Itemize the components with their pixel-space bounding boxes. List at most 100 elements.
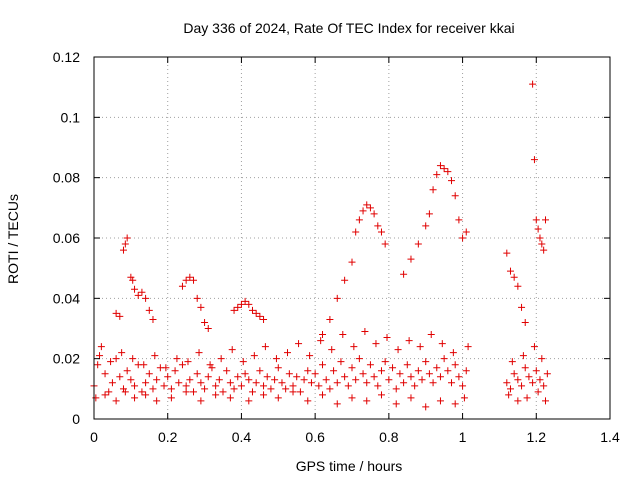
data-point (260, 315, 268, 323)
data-point (422, 358, 430, 366)
data-point (530, 343, 538, 351)
data-point (304, 367, 312, 375)
data-point (274, 394, 282, 402)
data-point (245, 376, 253, 384)
data-point (267, 385, 275, 393)
data-point (274, 364, 282, 372)
data-point (129, 355, 137, 363)
data-point (119, 385, 127, 393)
data-point (414, 240, 422, 248)
data-point (366, 361, 374, 369)
data-point (138, 388, 146, 396)
data-point (536, 376, 544, 384)
data-point (230, 306, 238, 314)
data-point (151, 352, 159, 360)
data-point (190, 276, 198, 284)
data-point (260, 382, 268, 390)
data-point (348, 258, 356, 266)
data-point (359, 207, 367, 215)
data-point (396, 370, 404, 378)
data-point (261, 343, 269, 351)
data-point (182, 388, 190, 396)
data-point (348, 394, 356, 402)
data-point (101, 370, 109, 378)
data-point (182, 276, 190, 284)
y-tick-label: 0.06 (53, 230, 80, 246)
data-point (411, 382, 419, 390)
data-point (160, 382, 168, 390)
data-point (186, 376, 194, 384)
data-point (197, 397, 205, 405)
data-point (116, 373, 124, 381)
data-point (361, 328, 369, 336)
chart-title: Day 336 of 2024, Rate Of TEC Index for r… (183, 20, 514, 36)
data-point (355, 216, 363, 224)
data-point (448, 177, 456, 185)
data-point (219, 388, 227, 396)
x-tick-label: 1.4 (600, 429, 620, 445)
data-point (464, 343, 472, 351)
y-tick-label: 0 (72, 411, 80, 427)
data-point (319, 391, 327, 399)
data-point (429, 186, 437, 194)
data-point (326, 315, 334, 323)
data-point (510, 370, 518, 378)
data-point (278, 379, 286, 387)
data-point (416, 343, 424, 351)
x-tick-label: 1 (459, 429, 467, 445)
data-point (333, 294, 341, 302)
data-point (123, 234, 131, 242)
data-point (425, 370, 433, 378)
data-point (372, 340, 380, 348)
data-point (542, 397, 549, 405)
data-point (530, 156, 538, 164)
data-point (252, 309, 260, 317)
data-point (407, 394, 415, 402)
data-point (223, 367, 231, 375)
data-point (245, 300, 253, 308)
data-point (129, 276, 137, 284)
data-point (429, 379, 437, 387)
data-point (212, 382, 220, 390)
data-point (256, 312, 264, 320)
data-point (377, 228, 385, 236)
data-point (521, 318, 529, 326)
data-point (523, 394, 531, 402)
data-point (392, 385, 400, 393)
data-point (506, 267, 514, 275)
data-point (295, 340, 303, 348)
data-point (436, 373, 444, 381)
data-point (381, 240, 389, 248)
data-point (162, 364, 170, 372)
data-point (540, 246, 548, 254)
data-point (514, 376, 522, 384)
x-tick-label: 0.2 (158, 429, 178, 445)
data-point (436, 162, 444, 170)
data-point (444, 168, 452, 176)
data-point (112, 309, 120, 317)
data-point (425, 210, 433, 218)
data-point (94, 361, 102, 369)
data-point (534, 388, 542, 396)
data-point (503, 249, 511, 257)
data-point (363, 379, 371, 387)
data-point (536, 234, 544, 242)
data-point (228, 346, 236, 354)
data-point (197, 379, 205, 387)
data-point (407, 255, 415, 263)
data-point (326, 385, 334, 393)
data-point (239, 358, 247, 366)
data-point (226, 379, 234, 387)
data-point (438, 340, 446, 348)
data-point (529, 379, 537, 387)
data-point (193, 370, 201, 378)
data-point (153, 397, 161, 405)
data-point (405, 337, 413, 345)
x-tick-label: 0.4 (232, 429, 252, 445)
data-point (315, 382, 323, 390)
data-point (284, 349, 291, 357)
data-point (451, 361, 459, 369)
data-point (97, 343, 105, 351)
data-point (414, 367, 422, 375)
